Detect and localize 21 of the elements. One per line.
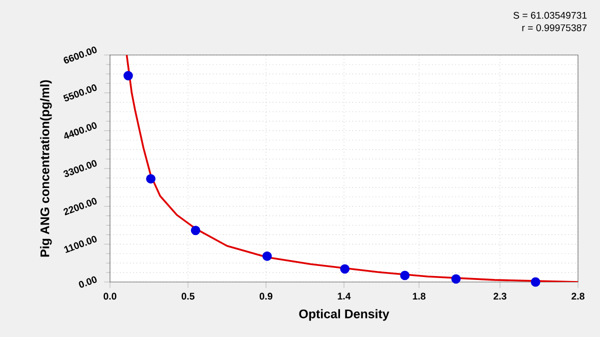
x-axis-title: Optical Density [299, 309, 390, 321]
point [124, 70, 133, 80]
point [400, 270, 410, 280]
line-series [126, 55, 578, 282]
point [340, 264, 350, 274]
x-tick-label: 1.8 [412, 292, 426, 300]
x-tick-label: 0.0 [104, 292, 116, 300]
point [262, 252, 272, 261]
point [530, 277, 540, 287]
x-tick-label: 2.3 [494, 292, 506, 300]
point [451, 274, 461, 284]
text: S = 61.03549731 [513, 12, 587, 19]
x-tick-label: 2.8 [572, 292, 584, 300]
x-tick-label: 1.4 [338, 292, 351, 300]
text: r = 0.99975387 [522, 24, 587, 32]
point [146, 174, 156, 184]
x-tick-label: 0.5 [182, 292, 194, 300]
point [190, 226, 200, 236]
y-axis-title: Pig ANG concentration(pg/ml) [40, 80, 52, 257]
x-tick-label: 0.9 [260, 292, 272, 300]
y-tick-label: 0.00 [78, 276, 97, 288]
